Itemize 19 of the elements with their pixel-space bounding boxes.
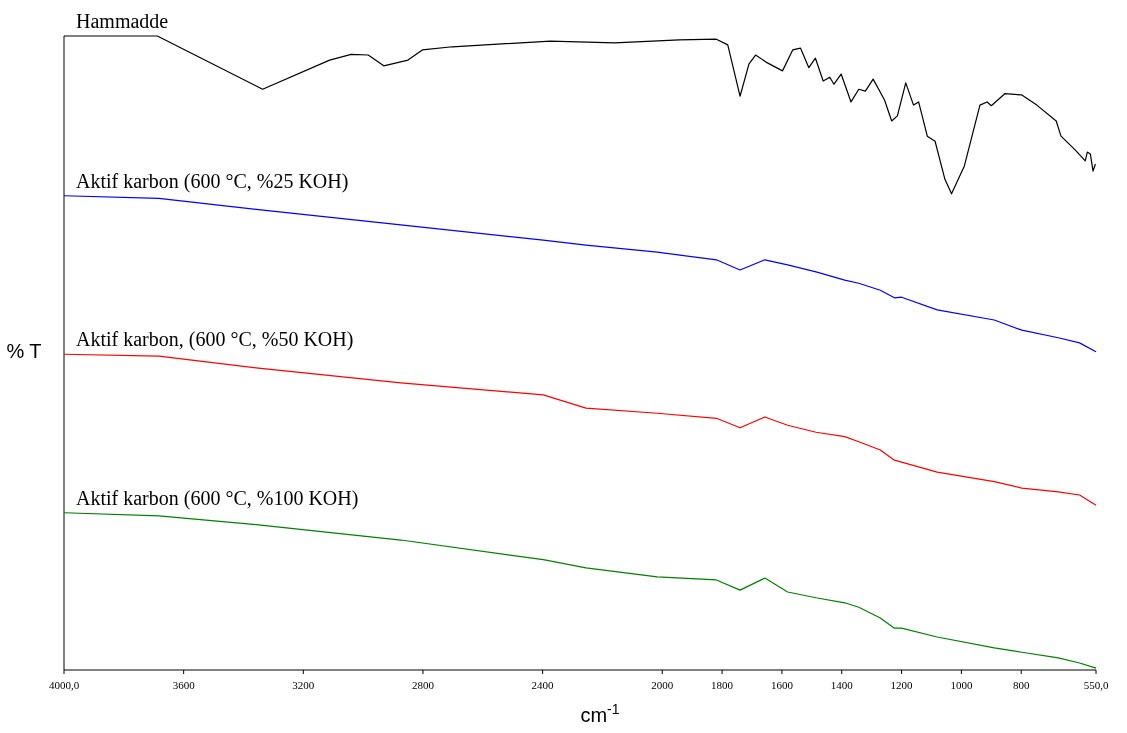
- x-tick-label: 1600: [770, 679, 794, 691]
- series-label: Aktif karbon (600 °C, %100 KOH): [76, 486, 359, 510]
- x-tick-label: 550,0: [1083, 679, 1109, 691]
- x-tick-label: 4000,0: [48, 679, 80, 691]
- series-label: Aktif karbon (600 °C, %25 KOH): [76, 169, 349, 193]
- x-tick-label: 2000: [651, 679, 674, 691]
- x-tick-label: 1400: [830, 679, 854, 691]
- x-tick-label: 2800: [411, 679, 435, 691]
- y-axis-title: % T: [6, 340, 42, 362]
- x-tick-label: 2400: [531, 679, 555, 691]
- series-label: Hammadde: [76, 10, 169, 32]
- x-tick-label: 1000: [950, 679, 973, 691]
- series-label: Aktif karbon, (600 °C, %50 KOH): [76, 328, 354, 352]
- x-tick-label: 800: [1012, 679, 1030, 691]
- x-tick-label: 3600: [172, 679, 196, 691]
- x-tick-label: 3200: [292, 679, 315, 691]
- x-tick-label: 1800: [711, 679, 734, 691]
- x-axis-title: cm$^{-1}$: [580, 701, 620, 726]
- x-tick-label: 1200: [890, 679, 914, 691]
